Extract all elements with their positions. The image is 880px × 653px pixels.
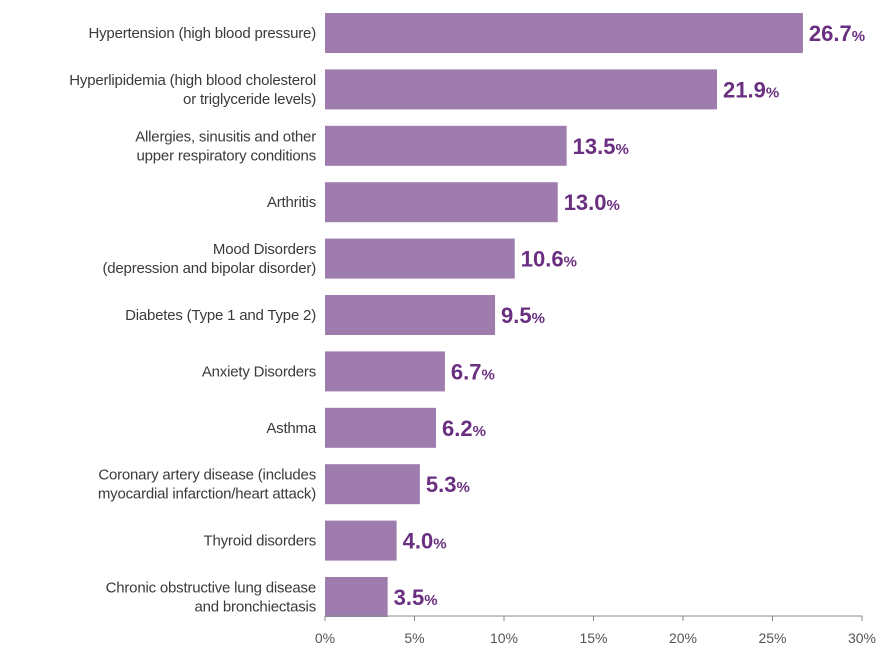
category-label-line: myocardial infarction/heart attack) bbox=[98, 486, 316, 503]
category-label: Anxiety Disorders bbox=[202, 363, 316, 380]
value-percent-sign: % bbox=[852, 28, 865, 45]
value-percent-sign: % bbox=[607, 197, 620, 214]
bar bbox=[325, 13, 803, 53]
value-number: 10.6 bbox=[521, 247, 564, 272]
value-label: 13.5% bbox=[573, 134, 629, 159]
value-percent-sign: % bbox=[433, 536, 446, 553]
value-label: 6.7% bbox=[451, 359, 495, 384]
category-label: Mood Disorders (depression and bipolar di… bbox=[102, 241, 316, 277]
category-label: Chronic obstructive lung disease and bron… bbox=[106, 580, 316, 616]
category-label: Asthma bbox=[266, 420, 317, 437]
bar bbox=[325, 182, 558, 223]
value-label: 13.0% bbox=[564, 190, 620, 215]
category-label-line: Allergies, sinusitis and other bbox=[135, 128, 316, 145]
value-label: 21.9% bbox=[723, 77, 779, 102]
bar bbox=[325, 238, 515, 279]
value-percent-sign: % bbox=[456, 479, 469, 496]
value-labels-layer: 26.7%21.9%13.5%13.0%10.6%9.5%6.7%6.2%5.3… bbox=[394, 21, 865, 610]
category-label: Allergies, sinusitis and other upper resp… bbox=[135, 128, 316, 164]
value-percent-sign: % bbox=[766, 84, 779, 101]
bar bbox=[325, 351, 445, 392]
category-label-line: Anxiety Disorders bbox=[202, 363, 316, 380]
value-number: 3.5 bbox=[394, 585, 425, 610]
x-tick-label: 25% bbox=[758, 630, 786, 646]
category-label: Arthritis bbox=[267, 194, 316, 211]
category-label-line: (depression and bipolar disorder) bbox=[102, 260, 316, 277]
x-tick-label: 5% bbox=[404, 630, 424, 646]
x-tick-label: 20% bbox=[669, 630, 697, 646]
value-number: 6.7 bbox=[451, 359, 482, 384]
category-label-line: Asthma bbox=[266, 420, 317, 437]
value-label: 9.5% bbox=[501, 303, 545, 328]
category-label-line: Diabetes (Type 1 and Type 2) bbox=[125, 307, 316, 324]
value-label: 10.6% bbox=[521, 247, 577, 272]
category-label-line: Hyperlipidemia (high blood cholesterol bbox=[69, 72, 316, 89]
category-label: Hypertension (high blood pressure) bbox=[89, 25, 317, 42]
value-number: 9.5 bbox=[501, 303, 532, 328]
category-label: Diabetes (Type 1 and Type 2) bbox=[125, 307, 316, 324]
bars-layer bbox=[325, 13, 803, 617]
bar bbox=[325, 69, 718, 110]
value-number: 4.0 bbox=[403, 529, 434, 554]
value-number: 6.2 bbox=[442, 416, 473, 441]
category-label: Hyperlipidemia (high blood cholesterol or… bbox=[69, 72, 316, 108]
category-label-line: Thyroid disorders bbox=[204, 533, 316, 550]
category-labels-layer: Hypertension (high blood pressure) Hyperl… bbox=[69, 25, 317, 616]
x-tick-label: 30% bbox=[848, 630, 876, 646]
value-number: 5.3 bbox=[426, 472, 457, 497]
x-tick-label: 15% bbox=[579, 630, 607, 646]
bar bbox=[325, 407, 436, 448]
value-percent-sign: % bbox=[564, 254, 577, 271]
value-number: 21.9 bbox=[723, 77, 766, 102]
value-number: 13.5 bbox=[573, 134, 616, 159]
value-label: 3.5% bbox=[394, 585, 438, 610]
value-percent-sign: % bbox=[532, 310, 545, 327]
category-label-line: upper respiratory conditions bbox=[137, 147, 317, 164]
value-label: 6.2% bbox=[442, 416, 486, 441]
category-label-line: Hypertension (high blood pressure) bbox=[89, 25, 317, 42]
value-percent-sign: % bbox=[473, 423, 486, 440]
value-label: 4.0% bbox=[403, 529, 447, 554]
category-label-line: Arthritis bbox=[267, 194, 316, 211]
value-label: 26.7% bbox=[809, 21, 865, 46]
bar bbox=[325, 520, 397, 561]
category-label-line: Coronary artery disease (includes bbox=[98, 467, 316, 484]
value-percent-sign: % bbox=[424, 592, 437, 609]
category-label: Coronary artery disease (includes myocard… bbox=[98, 467, 316, 503]
category-label-line: and bronchiectasis bbox=[195, 599, 316, 616]
bar bbox=[325, 464, 420, 505]
x-tick-label: 10% bbox=[490, 630, 518, 646]
category-label-line: Chronic obstructive lung disease bbox=[106, 580, 316, 597]
value-number: 13.0 bbox=[564, 190, 607, 215]
x-axis: 0% 5% 10% 15% 20% 25% 30% bbox=[315, 615, 876, 646]
value-number: 26.7 bbox=[809, 21, 852, 46]
value-percent-sign: % bbox=[615, 141, 628, 158]
value-percent-sign: % bbox=[482, 366, 495, 383]
category-label-line: Mood Disorders bbox=[213, 241, 316, 258]
bar bbox=[325, 295, 496, 335]
category-label-line: or triglyceride levels) bbox=[183, 91, 316, 108]
bar bbox=[325, 577, 388, 617]
bar bbox=[325, 125, 567, 166]
x-tick-label: 0% bbox=[315, 630, 335, 646]
value-label: 5.3% bbox=[426, 472, 470, 497]
category-label: Thyroid disorders bbox=[204, 533, 316, 550]
